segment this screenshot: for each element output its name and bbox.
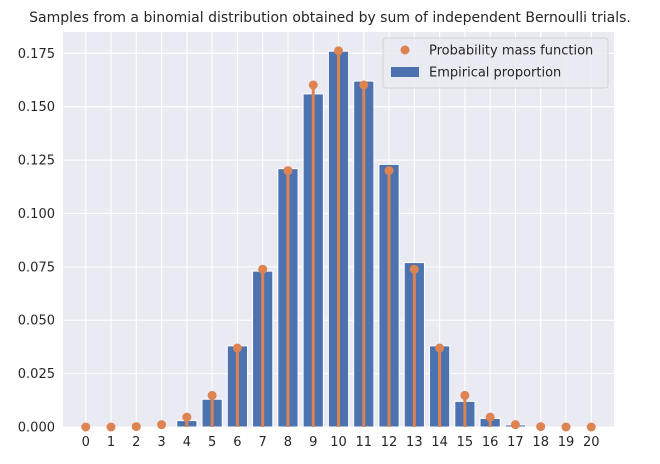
x-tick-label: 6 [233,435,241,450]
x-tick-label: 2 [132,435,140,450]
x-tick-label: 0 [82,435,90,450]
y-tick-label: 0.050 [18,314,55,329]
x-tick-label: 4 [183,435,191,450]
legend: Probability mass function Empirical prop… [382,37,609,89]
x-tick-label: 17 [507,435,524,450]
pmf-point [561,422,571,432]
y-tick-label: 0.000 [18,421,55,436]
pmf-point [258,264,268,274]
pmf-point [384,166,394,176]
y-tick-label: 0.125 [18,154,55,169]
x-axis: 0 1 2 3 4 5 6 7 8 9 10 11 12 13 14 15 16 17 18 19 20 [82,435,600,450]
x-tick-label: 15 [457,435,474,450]
pmf-point [207,390,217,400]
x-tick-label: 13 [406,435,423,450]
x-tick-label: 12 [381,435,398,450]
x-tick-label: 8 [284,435,292,450]
pmf-point [157,420,167,430]
x-tick-label: 9 [309,435,317,450]
x-tick-label: 7 [259,435,267,450]
legend-box [382,37,609,89]
chart-title: Samples from a binomial distribution obt… [29,10,631,26]
pmf-point [586,422,596,432]
x-tick-label: 1 [107,435,115,450]
pmf-point [182,412,192,422]
pmf-point [435,343,445,353]
x-tick-label: 11 [356,435,373,450]
pmf-point [460,390,470,400]
x-tick-label: 18 [532,435,549,450]
x-tick-label: 5 [208,435,216,450]
legend-pmf-marker [400,45,410,55]
pmf-point [308,80,318,90]
y-tick-label: 0.150 [18,100,55,115]
pmf-point [409,264,419,274]
pmf-point [536,422,546,432]
pmf-point [131,422,141,432]
pmf-point [485,412,495,422]
pmf-point [106,422,116,432]
x-tick-label: 16 [482,435,499,450]
pmf-series [81,46,596,432]
pmf-point [81,422,91,432]
pmf-point [232,343,242,353]
x-tick-label: 3 [157,435,165,450]
y-tick-label: 0.100 [18,207,55,222]
legend-pmf-label: Probability mass function [429,44,593,59]
x-tick-label: 20 [583,435,600,450]
legend-bar-marker [391,67,419,77]
y-tick-label: 0.025 [18,367,55,382]
y-axis: 0.000 0.025 0.050 0.075 0.100 0.125 0.150 0.175 [18,47,55,436]
pmf-point [334,46,343,56]
pmf-point [283,166,293,176]
y-tick-label: 0.075 [18,260,55,275]
y-tick-label: 0.175 [18,47,55,62]
pmf-point [359,80,369,90]
legend-bar-label: Empirical proportion [429,66,561,81]
x-tick-label: 10 [330,435,347,450]
pmf-point [510,420,520,430]
x-tick-label: 14 [431,435,448,450]
x-tick-label: 19 [558,435,575,450]
